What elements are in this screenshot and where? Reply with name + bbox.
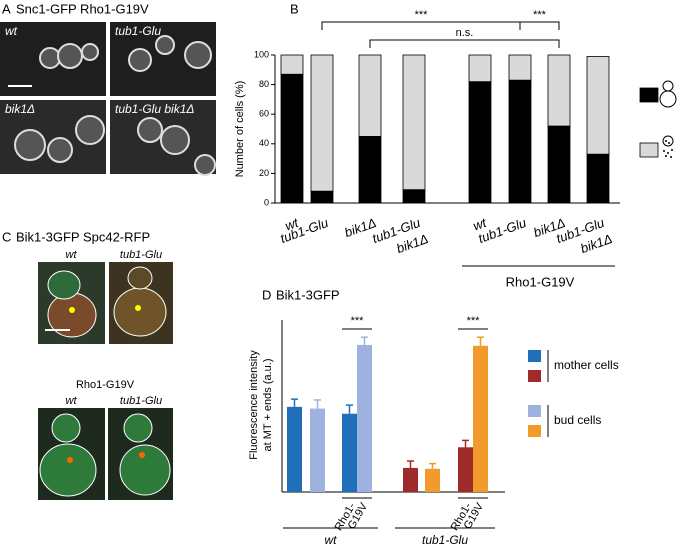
legend-swatch: [528, 350, 541, 362]
y-tick-label: 20: [259, 168, 269, 178]
legend-label: mother cells: [554, 358, 619, 372]
subtitle: Rho1-G19V: [76, 379, 135, 391]
image-label: tub1-Glu bik1Δ: [115, 102, 194, 116]
micrographs-a: [0, 22, 216, 176]
bar-segment: [547, 54, 571, 127]
bar: [342, 413, 357, 492]
image-label: wt: [66, 395, 78, 407]
panel-label: B: [290, 1, 299, 16]
bar: [403, 467, 418, 492]
significance-label: ***: [351, 315, 365, 327]
y-axis-label: Number of cells (%): [234, 81, 246, 178]
bar-segment: [310, 54, 334, 192]
image-label: bik1Δ: [5, 102, 35, 116]
bar-segment: [280, 54, 304, 75]
significance-label: ***: [467, 315, 481, 327]
bar-segment: [402, 54, 426, 191]
bar: [458, 447, 473, 492]
group-label: wt: [325, 533, 338, 547]
bar: [425, 468, 440, 492]
bar-segment: [310, 190, 334, 204]
y-tick-label: 80: [259, 79, 269, 89]
panel-label: A: [2, 1, 11, 16]
bar-segment: [280, 73, 304, 204]
legend-swatch: [639, 87, 659, 103]
image-label: wt: [66, 249, 78, 261]
bar-segment: [358, 135, 382, 204]
y-axis-label: Fluorescence intensity: [248, 350, 260, 460]
group-label: tub1-Glu: [422, 533, 468, 547]
bar-segment: [508, 79, 532, 204]
bar-segment: [586, 56, 610, 155]
significance-bracket: [369, 39, 560, 48]
significance-bracket: [519, 21, 560, 30]
panel-title: Snc1-GFP Rho1-G19V: [16, 1, 149, 16]
image-label: wt: [5, 24, 18, 38]
legend-icons: [659, 80, 677, 158]
legend-swatch: [639, 142, 659, 158]
image-label: tub1-Glu: [115, 24, 161, 38]
y-tick-label: 0: [264, 197, 269, 207]
bar-segment: [586, 153, 610, 204]
bar-segment: [508, 54, 532, 81]
legend-label: bud cells: [554, 413, 601, 427]
bar-segment: [468, 54, 492, 83]
bar-segment: [402, 189, 426, 204]
chart-title: Bik1-3GFP: [276, 287, 340, 302]
bar-segment: [358, 54, 382, 137]
panel-label: C: [2, 229, 11, 244]
bar: [287, 406, 302, 492]
significance-label: ***: [533, 9, 547, 21]
bar: [310, 408, 325, 492]
micrographs-c: [38, 262, 173, 500]
bar: [473, 345, 488, 492]
image-label: tub1-Glu: [120, 395, 162, 407]
bar-segment: [547, 125, 571, 204]
y-tick-label: 40: [259, 138, 269, 148]
panel-label: D: [262, 287, 271, 302]
significance-label: n.s.: [456, 27, 474, 39]
significance-label: ***: [415, 9, 429, 21]
bar-segment: [468, 81, 492, 204]
panel-title: Bik1-3GFP Spc42-RFP: [16, 229, 150, 244]
y-axis-label: at MT + ends (a.u.): [262, 358, 274, 451]
y-tick-label: 60: [259, 109, 269, 119]
legend-swatch: [528, 425, 541, 437]
legend-swatch: [528, 370, 541, 382]
group-label: Rho1-G19V: [506, 274, 575, 289]
image-label: tub1-Glu: [120, 249, 162, 261]
y-tick-label: 100: [254, 49, 269, 59]
legend-swatch: [528, 405, 541, 417]
bar: [357, 344, 372, 492]
